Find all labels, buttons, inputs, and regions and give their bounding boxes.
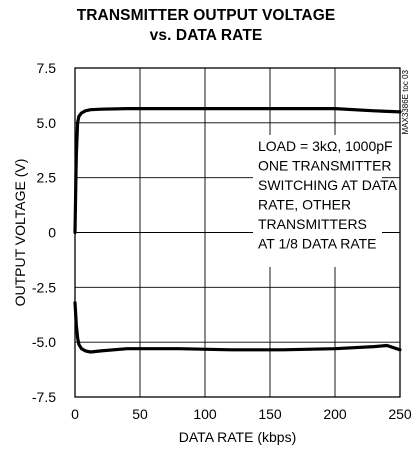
x-tick-label: 0 <box>71 406 79 422</box>
y-tick-label: 2.5 <box>37 170 57 186</box>
x-tick-label: 50 <box>132 406 148 422</box>
annotation-line: TRANSMITTERS <box>258 216 367 232</box>
y-tick-label: -5.0 <box>32 334 56 350</box>
y-tick-label: -7.5 <box>32 389 56 405</box>
y-tick-label: 0 <box>48 225 56 241</box>
x-tick-label: 100 <box>193 406 217 422</box>
series-line-2 <box>73 301 402 354</box>
series-lines <box>73 106 402 354</box>
chart-title-line-2: vs. DATA RATE <box>149 27 263 44</box>
y-tick-label: 7.5 <box>37 60 57 76</box>
chart-title-line-1: TRANSMITTER OUTPUT VOLTAGE <box>76 7 336 24</box>
y-tick-label: 5.0 <box>37 115 57 131</box>
x-tick-label: 250 <box>388 406 412 422</box>
y-axis-label: OUTPUT VOLTAGE (V) <box>12 159 28 307</box>
annotation-line: AT 1/8 DATA RATE <box>258 236 377 252</box>
x-axis-label: DATA RATE (kbps) <box>179 429 296 445</box>
annotation-background <box>253 135 382 267</box>
tick-labels: 7.5 5.0 2.5 0 -2.5 -5.0 -7.5 0 50 100 150 200 250 <box>32 60 412 422</box>
chart-title: TRANSMITTER OUTPUT VOLTAGE vs. DATA RATE <box>0 6 412 46</box>
x-tick-label: 200 <box>323 406 347 422</box>
annotation-line: SWITCHING AT DATA <box>258 177 398 193</box>
annotation-line: RATE, OTHER <box>258 197 351 213</box>
x-tick-label: 150 <box>258 406 282 422</box>
annotation-box: LOAD = 3kΩ, 1000pF ONE TRANSMITTER SWITCHI… <box>253 135 398 267</box>
series-line-1 <box>73 106 402 235</box>
figure-code: MAX3386E toc 03 <box>401 69 410 134</box>
annotation-line: ONE TRANSMITTER <box>258 158 392 174</box>
annotation-line: LOAD = 3kΩ, 1000pF <box>258 138 393 154</box>
y-tick-label: -2.5 <box>32 279 56 295</box>
